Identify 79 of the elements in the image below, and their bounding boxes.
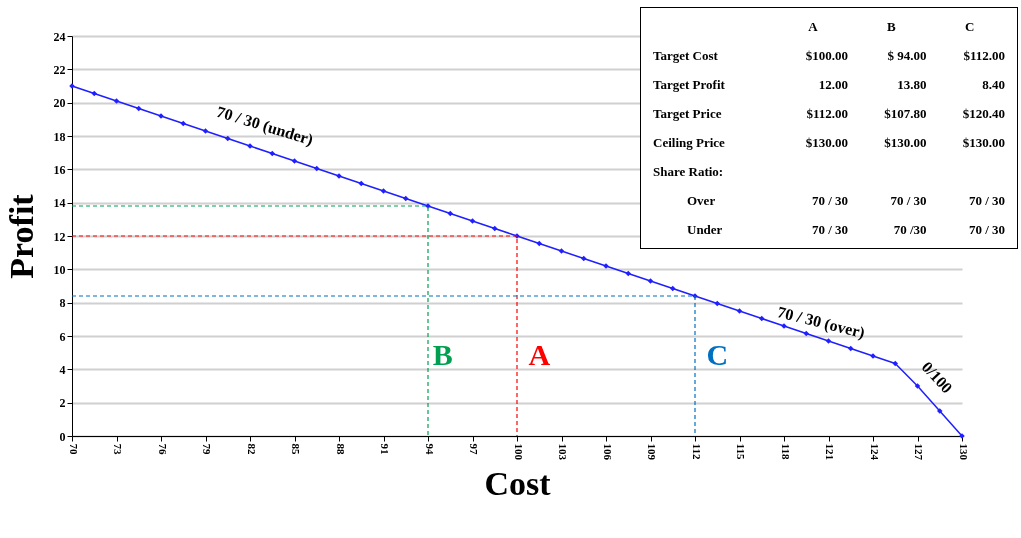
x-tick-label: 121	[824, 443, 836, 460]
annotation: 13.80	[896, 75, 928, 94]
x-tick-label: 88	[334, 443, 347, 455]
x-tick-label: 103	[557, 443, 569, 461]
text: 70 / 30	[968, 221, 1005, 237]
y-tick-label: 20	[53, 96, 66, 111]
y-tick-label: 6	[59, 329, 66, 344]
x-tick-label: 91	[379, 443, 391, 455]
y-axis-title: Profit	[2, 193, 40, 279]
annotation: Under	[686, 220, 724, 239]
annotation: $130.00	[883, 133, 928, 152]
point	[202, 128, 209, 134]
x-tick-label: 112	[690, 443, 703, 460]
annotation: 70 / 30	[810, 220, 850, 239]
point	[914, 383, 921, 389]
annotation: Share Ratio:	[652, 162, 725, 181]
annotation: Target Profit	[652, 75, 726, 94]
annotation: 70 / 30 (under)	[214, 102, 316, 150]
point	[736, 308, 743, 314]
y-tick-label: 2	[59, 396, 66, 411]
y-tick-label: 0	[59, 429, 66, 444]
annotation: Target Cost	[652, 46, 719, 65]
y-tick-label: 4	[59, 362, 66, 377]
x-tick-label: 70	[67, 443, 80, 455]
y-tick-label: 18	[53, 129, 66, 144]
y-tick-label: 16	[53, 162, 66, 177]
text: $120.40	[962, 105, 1005, 121]
x-tick-label: 124	[868, 443, 881, 461]
annotation: $107.80	[883, 104, 928, 123]
text: C	[965, 18, 975, 34]
x-tick-label: 106	[601, 443, 614, 461]
point	[759, 315, 765, 322]
y-tick-label: 24	[53, 29, 66, 44]
x-tick-label: 100	[512, 443, 525, 461]
text: $112.00	[963, 47, 1005, 63]
x-tick-label: 115	[735, 443, 747, 460]
y-tick-label: 22	[53, 62, 66, 77]
point	[291, 158, 298, 164]
x-tick-label: 130	[957, 443, 970, 461]
x-tick-label: 118	[779, 443, 792, 460]
y-tick-label: 8	[59, 296, 66, 311]
x-tick-label: 85	[290, 443, 302, 455]
text: 70 / 30	[968, 192, 1005, 208]
annotation: 70 / 30	[810, 191, 850, 210]
text: $130.00	[962, 134, 1005, 150]
x-tick-label: 82	[245, 443, 258, 455]
text: 8.40	[982, 76, 1005, 92]
annotation: $ 94.00	[886, 46, 928, 65]
x-tick-label: 94	[423, 443, 436, 455]
x-tick-label: 73	[112, 443, 124, 455]
annotation: 70 /30	[892, 220, 928, 239]
annotation: A	[528, 338, 551, 371]
annotation: $112.00	[805, 104, 850, 123]
x-tick-label: 76	[156, 443, 169, 455]
annotation: 12.00	[817, 75, 850, 94]
point	[113, 98, 120, 104]
annotation: $130.00	[804, 133, 850, 152]
point	[380, 188, 387, 194]
x-tick-label: 97	[468, 443, 480, 455]
x-tick-label: 127	[913, 443, 925, 461]
text: B	[886, 18, 896, 34]
point	[469, 218, 476, 224]
y-tick-label: 12	[53, 229, 66, 244]
annotation: Over	[686, 191, 717, 210]
annotation: 70 / 30	[889, 191, 928, 210]
y-tick-label: 10	[53, 262, 66, 277]
annotation: Target Price	[652, 104, 723, 123]
annotation: Ceiling Price	[652, 133, 726, 152]
point	[558, 248, 565, 254]
text: A	[808, 18, 818, 34]
x-tick-label: 79	[201, 443, 213, 455]
annotation: $100.00	[804, 46, 850, 65]
annotation: C	[706, 338, 729, 371]
annotation: 70 / 30 (over)	[775, 303, 867, 343]
point	[647, 278, 654, 284]
x-axis-title: Cost	[484, 465, 552, 502]
y-tick-label: 14	[53, 196, 66, 211]
annotation: B	[432, 338, 453, 371]
x-tick-label: 109	[646, 443, 658, 461]
